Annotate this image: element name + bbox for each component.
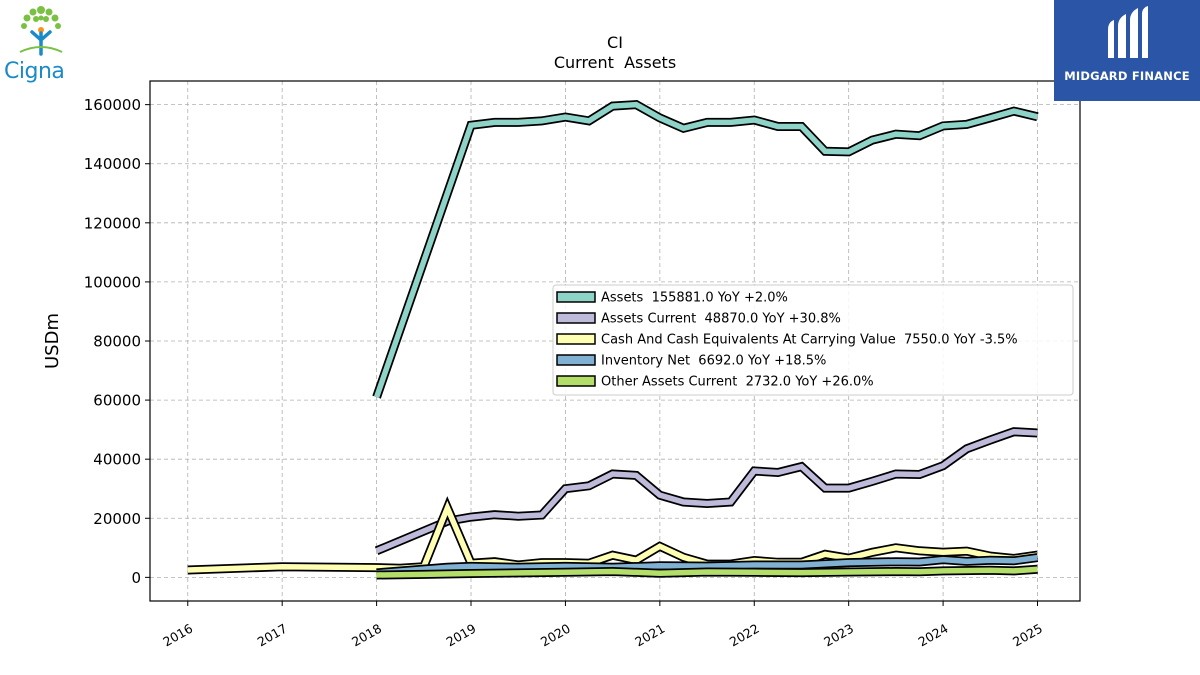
legend-entry-label: Assets 155881.0 YoY +2.0% [601, 291, 788, 306]
y-tick-label: 20000 [93, 510, 141, 528]
x-tick-label: 2016 [160, 621, 195, 650]
series-3 [376, 553, 1039, 578]
midgard-mark-icon [1108, 6, 1148, 58]
y-axis: 0 20000 40000 60000 80000 100000 120000 140000 1… [84, 96, 150, 587]
series-line-outline [374, 427, 1038, 555]
legend-swatch [556, 312, 596, 324]
series-4 [376, 564, 1038, 580]
x-axis: 2016 2017 2018 2019 2020 2021 2022 2023 2024 2025 [160, 601, 1045, 650]
x-tick-label: 2021 [632, 621, 667, 650]
chart-title: CI [607, 33, 623, 52]
y-tick-label: 80000 [93, 333, 141, 351]
legend-box [552, 284, 1074, 396]
legend-swatch [556, 354, 596, 366]
cigna-logo-text: Cigna [4, 59, 65, 84]
y-tick-label: 40000 [93, 451, 141, 469]
x-tick-label: 2018 [349, 621, 384, 650]
chart-subtitle: Current Assets [554, 53, 676, 72]
series-lines [187, 100, 1039, 580]
series-line [374, 101, 1039, 399]
tree-icon [19, 6, 63, 56]
y-tick-label: 0 [131, 569, 141, 587]
series-line [376, 554, 1038, 576]
series-line [187, 500, 1038, 573]
x-tick-label: 2023 [821, 621, 856, 650]
x-tick-label: 2022 [727, 621, 762, 650]
x-tick-label: 2025 [1010, 621, 1045, 650]
y-tick-label: 100000 [84, 273, 141, 291]
y-tick-label: 120000 [84, 214, 141, 232]
series-line [375, 428, 1038, 554]
y-axis-label: USDm [42, 313, 63, 369]
legend-swatch [556, 291, 596, 303]
legend-entry-label: Other Assets Current 2732.0 YoY +26.0% [601, 375, 874, 390]
midgard-finance-logo-text: MIDGARD FINANCE [1064, 69, 1190, 83]
series-1 [374, 427, 1038, 555]
legend: Assets 155881.0 YoY +2.0% Assets Current … [552, 284, 1074, 396]
series-line [376, 566, 1038, 578]
x-tick-label: 2019 [443, 621, 478, 650]
cigna-logo: Cigna [0, 2, 86, 90]
legend-entry-label: Assets Current 48870.0 YoY +30.8% [601, 312, 841, 327]
legend-entry-label: Cash And Cash Equivalents At Carrying Va… [601, 333, 1018, 348]
series-2 [187, 496, 1039, 575]
y-tick-label: 60000 [93, 392, 141, 410]
x-tick-label: 2020 [538, 621, 573, 650]
x-tick-label: 2017 [255, 621, 290, 650]
x-tick-label: 2024 [916, 621, 951, 650]
y-tick-label: 140000 [84, 155, 141, 173]
y-tick-label: 160000 [84, 96, 141, 114]
legend-swatch [556, 333, 596, 345]
midgard-finance-logo: MIDGARD FINANCE [1054, 0, 1200, 101]
legend-entry-label: Inventory Net 6692.0 YoY +18.5% [601, 354, 826, 369]
legend-swatch [556, 375, 596, 387]
series-0 [372, 100, 1039, 399]
